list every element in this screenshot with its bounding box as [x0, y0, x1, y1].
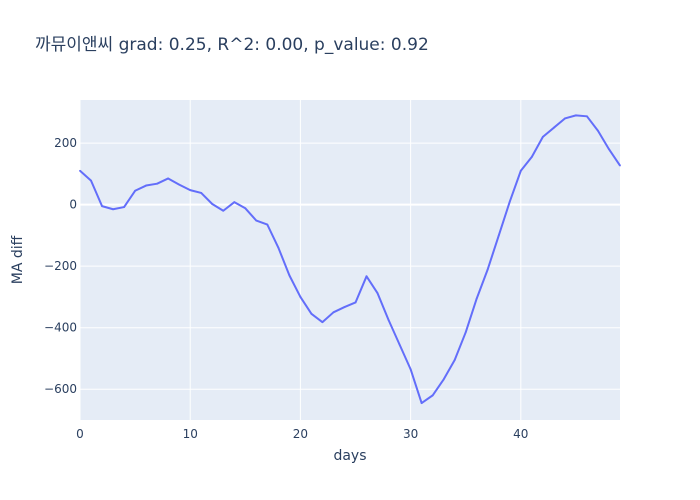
y-tick-label: −200: [44, 259, 77, 273]
y-tick-label: −600: [44, 382, 77, 396]
grid: [79, 100, 620, 420]
data-point: [255, 219, 258, 222]
data-point: [178, 183, 181, 186]
data-point: [431, 394, 434, 397]
data-point: [376, 292, 379, 295]
data-point: [586, 115, 588, 118]
data-point: [563, 117, 566, 120]
data-point: [442, 378, 445, 381]
data-points: [79, 114, 621, 404]
data-point: [277, 246, 280, 249]
data-point: [167, 177, 170, 180]
data-point: [575, 114, 577, 117]
data-point: [134, 189, 137, 192]
data-point: [354, 301, 357, 304]
y-tick-label: 200: [54, 136, 77, 150]
data-point: [244, 207, 247, 210]
chart-title: 까뮤이앤씨 grad: 0.25, R^2: 0.00, p_value: 0.…: [35, 35, 429, 55]
series-line: [79, 114, 621, 405]
y-tick-label: 0: [69, 198, 77, 212]
data-point: [189, 189, 192, 192]
data-point: [299, 296, 302, 298]
data-point: [597, 129, 599, 132]
data-point: [222, 209, 225, 212]
y-tick-label: −400: [44, 321, 77, 335]
x-axis-title: days: [333, 448, 366, 464]
data-point: [123, 206, 125, 208]
data-point: [519, 169, 522, 172]
x-tick-label: 10: [183, 427, 198, 441]
data-point: [530, 156, 533, 158]
data-point: [211, 203, 214, 205]
data-point: [79, 169, 81, 172]
data-point: [453, 359, 456, 361]
data-point: [200, 192, 203, 194]
data-point: [156, 182, 159, 185]
data-point: [101, 205, 103, 208]
data-point: [464, 331, 467, 334]
data-point: [145, 184, 148, 187]
data-point: [332, 311, 335, 314]
data-point: [321, 321, 324, 324]
data-point: [497, 234, 500, 237]
tick-labels: 0 10 20 30 40 −600 −400 −200 0 200: [44, 136, 528, 441]
data-point: [343, 306, 346, 308]
data-point: [365, 275, 368, 278]
data-point: [541, 136, 544, 138]
data-point: [608, 148, 610, 151]
data-point: [552, 126, 555, 129]
y-axis-title: MA diff: [10, 235, 26, 284]
data-point: [266, 223, 269, 226]
data-point: [486, 268, 489, 271]
x-tick-label: 0: [76, 427, 84, 441]
data-point: [90, 179, 92, 182]
plot-area: [80, 100, 620, 420]
data-point: [112, 208, 114, 211]
x-tick-label: 40: [513, 427, 528, 441]
data-point: [475, 297, 478, 300]
data-point: [288, 274, 291, 277]
data-point: [310, 312, 313, 315]
data-point: [409, 368, 412, 371]
data-point: [233, 201, 236, 204]
data-point: [420, 402, 423, 404]
x-tick-label: 20: [293, 427, 308, 441]
data-point: [398, 343, 401, 346]
data-point: [508, 200, 511, 203]
data-point: [387, 319, 390, 321]
x-tick-label: 30: [403, 427, 418, 441]
data-point: [619, 164, 621, 167]
